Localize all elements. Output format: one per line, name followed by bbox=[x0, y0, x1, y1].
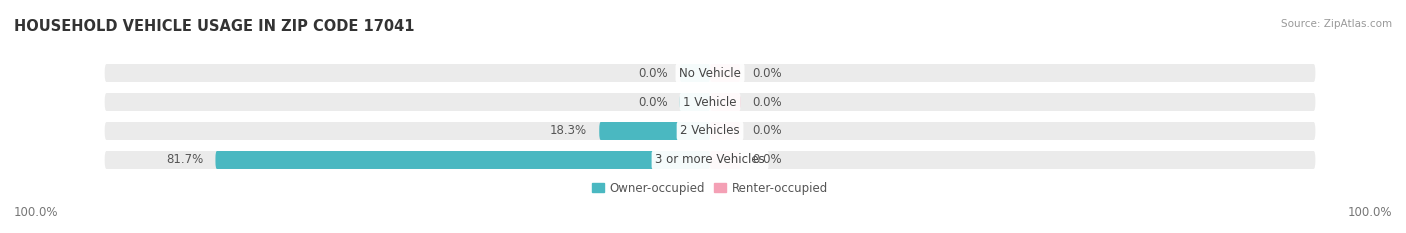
FancyBboxPatch shape bbox=[104, 151, 1316, 169]
Text: 0.0%: 0.0% bbox=[752, 66, 782, 79]
FancyBboxPatch shape bbox=[104, 64, 1316, 82]
FancyBboxPatch shape bbox=[710, 151, 741, 169]
Text: 2 Vehicles: 2 Vehicles bbox=[681, 124, 740, 137]
Text: No Vehicle: No Vehicle bbox=[679, 66, 741, 79]
FancyBboxPatch shape bbox=[710, 93, 741, 111]
Text: 18.3%: 18.3% bbox=[550, 124, 588, 137]
FancyBboxPatch shape bbox=[710, 122, 741, 140]
Text: 3 or more Vehicles: 3 or more Vehicles bbox=[655, 154, 765, 167]
Text: 100.0%: 100.0% bbox=[14, 206, 59, 219]
FancyBboxPatch shape bbox=[104, 122, 1316, 140]
Text: 0.0%: 0.0% bbox=[752, 124, 782, 137]
FancyBboxPatch shape bbox=[710, 64, 741, 82]
Legend: Owner-occupied, Renter-occupied: Owner-occupied, Renter-occupied bbox=[586, 177, 834, 199]
FancyBboxPatch shape bbox=[679, 93, 710, 111]
Text: 100.0%: 100.0% bbox=[1347, 206, 1392, 219]
Text: Source: ZipAtlas.com: Source: ZipAtlas.com bbox=[1281, 19, 1392, 29]
Text: 1 Vehicle: 1 Vehicle bbox=[683, 96, 737, 109]
Text: 81.7%: 81.7% bbox=[166, 154, 204, 167]
FancyBboxPatch shape bbox=[679, 64, 710, 82]
Text: 0.0%: 0.0% bbox=[638, 66, 668, 79]
Text: HOUSEHOLD VEHICLE USAGE IN ZIP CODE 17041: HOUSEHOLD VEHICLE USAGE IN ZIP CODE 1704… bbox=[14, 19, 415, 34]
Text: 0.0%: 0.0% bbox=[752, 154, 782, 167]
Text: 0.0%: 0.0% bbox=[752, 96, 782, 109]
FancyBboxPatch shape bbox=[215, 151, 710, 169]
FancyBboxPatch shape bbox=[599, 122, 710, 140]
FancyBboxPatch shape bbox=[104, 93, 1316, 111]
Text: 0.0%: 0.0% bbox=[638, 96, 668, 109]
